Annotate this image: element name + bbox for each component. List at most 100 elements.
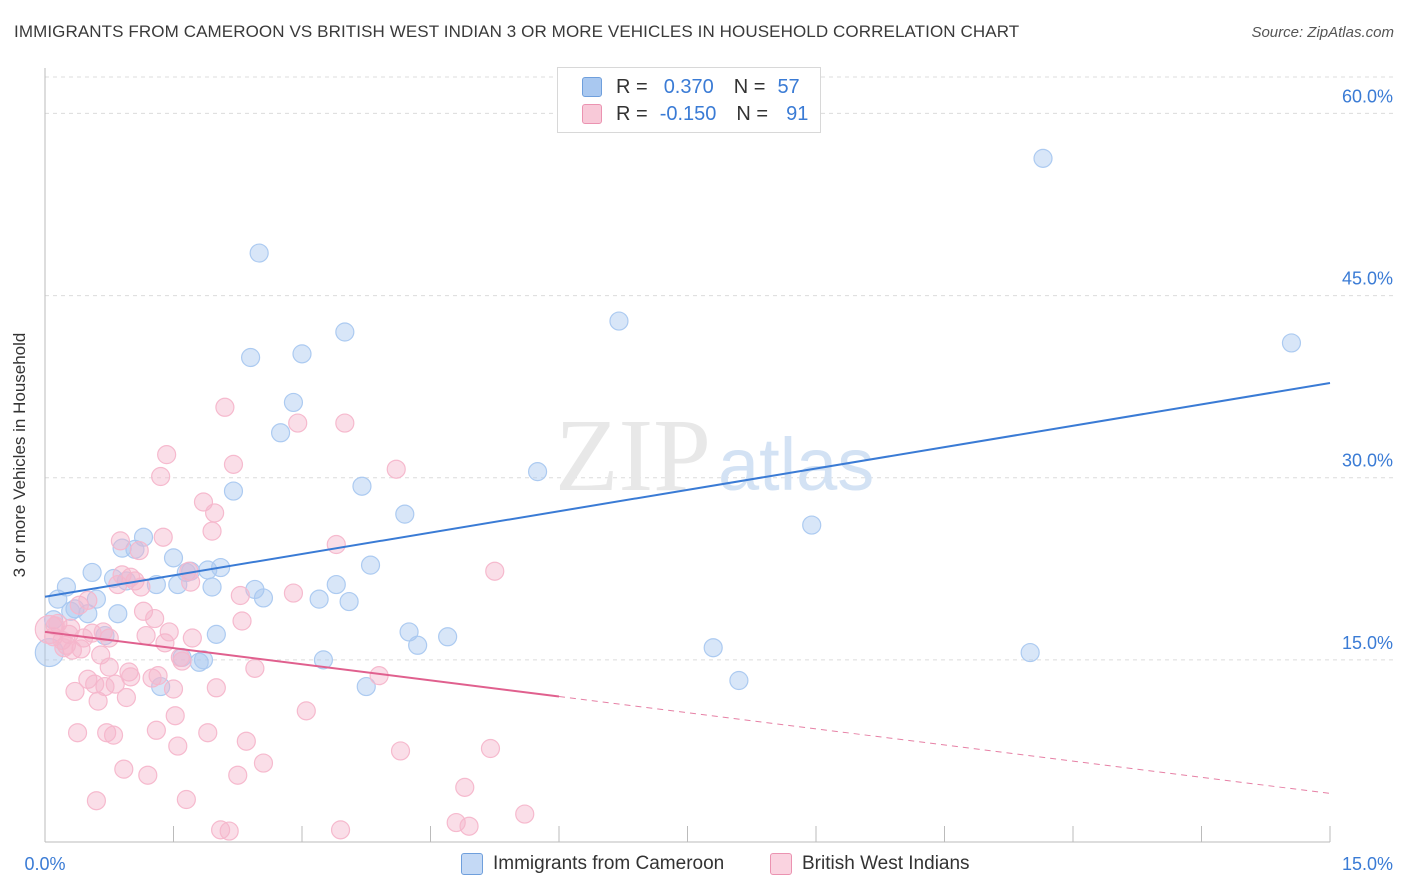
- point-bwi: [181, 572, 201, 592]
- bottom-legend-swatch-bwi: [770, 853, 792, 875]
- point-cameroon: [356, 676, 376, 697]
- point-cameroon: [241, 347, 261, 368]
- y-tick-label: 60.0%: [1342, 86, 1393, 106]
- legend-swatch-cameroon: [582, 77, 602, 97]
- legend-r-label: R =: [616, 102, 648, 125]
- point-cameroon: [438, 627, 458, 647]
- point-cameroon: [108, 604, 128, 624]
- legend-n-value: 91: [786, 102, 809, 125]
- axes: [44, 68, 1331, 843]
- point-bwi: [148, 666, 168, 686]
- point-cameroon: [283, 392, 304, 413]
- point-bwi: [198, 723, 218, 743]
- point-bwi: [121, 667, 141, 687]
- point-cameroon: [82, 562, 102, 583]
- point-bwi: [129, 540, 149, 561]
- point-cameroon: [335, 322, 355, 342]
- legend-n-value: 57: [777, 75, 800, 98]
- point-bwi: [145, 608, 165, 629]
- bottom-legend-label-cameroon: Immigrants from Cameroon: [493, 853, 725, 874]
- legend-r-value: -0.150: [659, 102, 717, 125]
- point-bwi: [219, 821, 239, 841]
- point-bwi: [133, 601, 154, 621]
- source-label: Source: ZipAtlas.com: [1251, 24, 1394, 41]
- point-cameroon: [609, 311, 629, 331]
- point-bwi: [110, 531, 130, 551]
- point-cameroon: [395, 504, 415, 524]
- point-cameroon: [352, 476, 372, 496]
- point-cameroon: [249, 243, 269, 263]
- point-bwi: [99, 657, 119, 677]
- point-cameroon: [1281, 333, 1302, 353]
- point-bwi: [459, 816, 479, 836]
- point-bwi: [151, 466, 171, 487]
- point-bwi: [78, 669, 98, 689]
- legend-r-label: R =: [616, 75, 648, 98]
- point-bwi: [232, 611, 252, 631]
- point-bwi: [45, 616, 65, 636]
- point-bwi: [288, 413, 308, 433]
- point-bwi: [485, 561, 505, 581]
- bottom-legend-bwi: British West Indians: [770, 851, 970, 877]
- point-bwi: [157, 445, 177, 465]
- bottom-legend-cameroon: Immigrants from Cameroon: [461, 851, 724, 877]
- point-cameroon: [292, 344, 312, 364]
- point-bwi: [136, 625, 156, 646]
- point-cameroon: [309, 589, 329, 609]
- point-cameroon: [703, 638, 723, 658]
- point-bwi: [283, 583, 304, 603]
- point-bwi: [230, 585, 250, 606]
- point-bwi: [153, 527, 173, 547]
- point-bwi: [455, 777, 475, 797]
- point-bwi: [245, 658, 265, 678]
- point-bwi: [103, 725, 124, 745]
- point-bwi: [86, 791, 107, 811]
- point-bwi: [71, 639, 91, 659]
- point-bwi: [335, 413, 355, 433]
- point-bwi: [114, 759, 134, 779]
- bottom-legend-label-bwi: British West Indians: [802, 853, 970, 874]
- point-bwi: [172, 651, 192, 671]
- point-bwi: [168, 736, 188, 756]
- y-tick-label: 15.0%: [1342, 633, 1393, 653]
- point-cameroon: [339, 591, 359, 612]
- chart-title: IMMIGRANTS FROM CAMEROON VS BRITISH WEST…: [14, 22, 1020, 41]
- x-tick-label: 15.0%: [1342, 854, 1393, 874]
- point-cameroon: [163, 548, 184, 568]
- point-bwi: [78, 590, 98, 610]
- point-bwi: [159, 622, 179, 642]
- point-bwi: [61, 618, 81, 638]
- y-axis-label: 3 or more Vehicles in Household: [10, 332, 29, 578]
- bottom-legend-swatch-cameroon: [461, 853, 483, 875]
- point-bwi: [390, 741, 411, 761]
- point-cameroon: [313, 650, 334, 670]
- point-bwi: [93, 622, 113, 642]
- x-tick-label: 0.0%: [24, 854, 65, 874]
- point-bwi: [85, 674, 105, 694]
- point-cameroon: [206, 624, 226, 644]
- legend-n-label: N =: [733, 75, 766, 98]
- point-bwi: [206, 678, 226, 698]
- point-bwi: [67, 723, 88, 743]
- point-bwi: [202, 521, 222, 541]
- point-bwi: [515, 804, 535, 824]
- point-bwi: [446, 812, 466, 833]
- legend-r-value: 0.370: [663, 75, 714, 98]
- legend-swatch-bwi: [582, 104, 602, 124]
- stats-legend: R = 0.370 N = 57 R = -0.150 N = 91: [557, 67, 821, 133]
- watermark-zip: ZIP: [555, 398, 711, 513]
- tick-labels: 15.0% 30.0% 45.0% 60.0% 0.0% 15.0%: [24, 86, 1393, 874]
- point-bwi: [253, 753, 274, 773]
- legend-row-cameroon: R = 0.370 N = 57: [582, 74, 800, 100]
- point-bwi: [330, 820, 351, 840]
- point-cameroon: [1020, 642, 1040, 663]
- point-cameroon: [253, 588, 274, 608]
- trend-lines: [44, 382, 1331, 794]
- point-cameroon: [326, 574, 346, 595]
- trend-line-cameroon: [44, 382, 1331, 598]
- point-bwi: [116, 687, 136, 708]
- legend-n-label: N =: [736, 102, 769, 125]
- trend-line-bwi: [44, 630, 560, 698]
- point-cameroon: [202, 577, 222, 597]
